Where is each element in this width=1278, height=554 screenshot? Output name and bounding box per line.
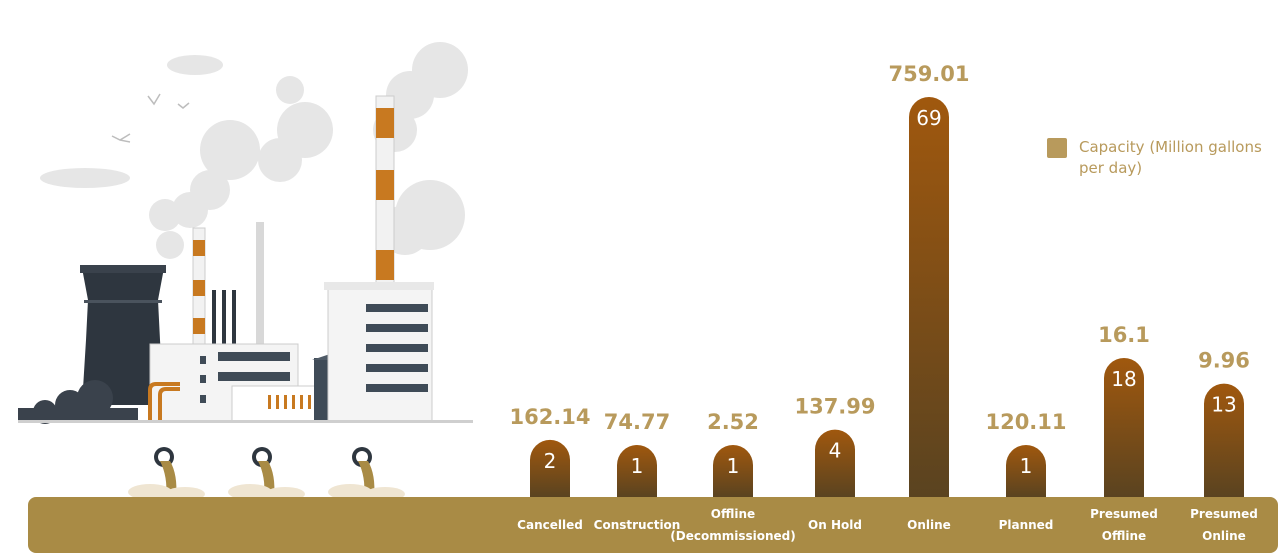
category-label-line: On Hold — [808, 518, 862, 532]
data-label: 74.77 — [604, 410, 670, 434]
smoke-icon — [40, 42, 468, 259]
bar — [1104, 358, 1144, 497]
bar-count-label: 2 — [544, 449, 557, 473]
category-label-line: Online — [907, 518, 951, 532]
legend-label: Capacity (Million gallons per day) — [1079, 137, 1278, 179]
category-label: Presumed Online — [1190, 507, 1258, 543]
category-label-line: Offline — [711, 507, 755, 521]
category-label-line: Online — [1202, 529, 1246, 543]
data-label: 120.11 — [985, 410, 1066, 434]
bar — [909, 97, 949, 497]
category-label: Online — [907, 518, 951, 532]
bar-count-label: 1 — [727, 454, 740, 478]
factory-building-icon — [18, 282, 473, 423]
cooling-tower-icon — [80, 265, 166, 405]
chart-legend: Capacity (Million gallons per day) — [1047, 137, 1278, 179]
bar — [1204, 383, 1244, 497]
bar — [713, 445, 753, 497]
category-label: On Hold — [808, 518, 862, 532]
category-label-line: Planned — [999, 518, 1054, 532]
category-label: Offline (Decommissioned) — [670, 507, 795, 543]
category-label: Presumed Offline — [1090, 507, 1158, 543]
category-label: Cancelled — [517, 518, 583, 532]
bar — [1006, 445, 1046, 497]
category-label-line: (Decommissioned) — [670, 529, 795, 543]
bar-count-label: 1 — [631, 454, 644, 478]
legend-swatch — [1047, 138, 1067, 158]
bar-count-label: 69 — [916, 106, 941, 130]
data-label: 2.52 — [707, 410, 759, 434]
bar — [530, 439, 570, 497]
factory-illustration — [18, 42, 473, 501]
bar — [617, 445, 657, 497]
category-label-line: Presumed — [1190, 507, 1258, 521]
bar-count-label: 18 — [1111, 367, 1136, 391]
data-label: 759.01 — [888, 62, 969, 86]
category-label: Planned — [999, 518, 1054, 532]
legend-label-line1: Capacity (Million gallons — [1079, 138, 1262, 156]
category-label-line: Presumed — [1090, 507, 1158, 521]
category-label-line: Construction — [594, 518, 681, 532]
data-label: 9.96 — [1198, 349, 1250, 373]
category-label-line: Offline — [1102, 529, 1146, 543]
ground-band — [28, 497, 1278, 553]
category-label-line: Cancelled — [517, 518, 583, 532]
bar — [815, 429, 855, 497]
data-label: 162.14 — [509, 405, 590, 429]
data-label: 16.1 — [1098, 323, 1150, 347]
bar-count-label: 13 — [1211, 393, 1236, 417]
data-label: 137.99 — [794, 395, 875, 419]
chimney-icon — [192, 95, 395, 349]
bar-count-label: 1 — [1020, 454, 1033, 478]
legend-label-line2: per day) — [1079, 159, 1143, 177]
category-label: Construction — [594, 518, 681, 532]
bar-count-label: 4 — [829, 439, 842, 463]
bird-icon — [111, 93, 190, 143]
